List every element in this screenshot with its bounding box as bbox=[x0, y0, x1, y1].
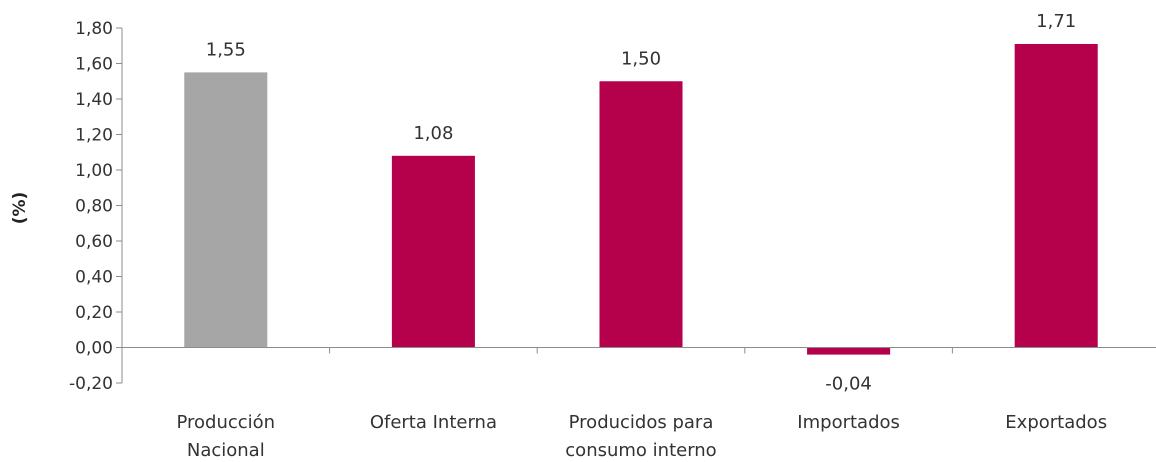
bar bbox=[599, 81, 683, 348]
category-labels: Producción Nacional Oferta Interna Producid… bbox=[176, 412, 1107, 461]
bar bbox=[391, 155, 475, 348]
category-label: Producción Nacional bbox=[176, 412, 275, 461]
bar bbox=[184, 72, 268, 348]
data-label: -0,04 bbox=[825, 374, 872, 395]
y-tick-label: 0,00 bbox=[75, 339, 113, 359]
category-label: Exportados bbox=[1005, 412, 1107, 433]
category-label: Producidos para consumo interno bbox=[565, 412, 716, 461]
y-tick-label: 1,80 bbox=[75, 19, 113, 39]
y-tick-label: 1,20 bbox=[75, 126, 113, 146]
y-tick-label: 1,40 bbox=[75, 90, 113, 110]
y-axis-label: (%) bbox=[10, 192, 30, 225]
y-tick-label: 1,00 bbox=[75, 161, 113, 181]
bar bbox=[1014, 43, 1098, 348]
data-label: 1,71 bbox=[1036, 11, 1076, 32]
y-tick-label: 1,60 bbox=[75, 55, 113, 75]
y-tick-label: 0,60 bbox=[75, 232, 113, 252]
y-tick-label: 0,40 bbox=[75, 268, 113, 288]
y-tick-label: 0,20 bbox=[75, 303, 113, 323]
data-label: 1,55 bbox=[206, 39, 246, 60]
y-axis: -0,20 0,00 0,20 0,40 0,60 0,80 1,00 1,20 1,40 1,6… bbox=[69, 19, 123, 394]
category-label: Oferta Interna bbox=[370, 412, 497, 433]
data-label: 1,50 bbox=[621, 48, 661, 69]
data-labels: 1,55 1,08 1,50 -0,04 1,71 bbox=[206, 11, 1076, 395]
data-label: 1,08 bbox=[413, 123, 453, 144]
bar bbox=[807, 347, 891, 355]
y-tick-label: -0,20 bbox=[69, 374, 113, 394]
x-axis bbox=[122, 347, 1156, 354]
bars bbox=[184, 43, 1098, 355]
category-label: Importados bbox=[797, 412, 900, 433]
y-tick-label: 0,80 bbox=[75, 197, 113, 217]
